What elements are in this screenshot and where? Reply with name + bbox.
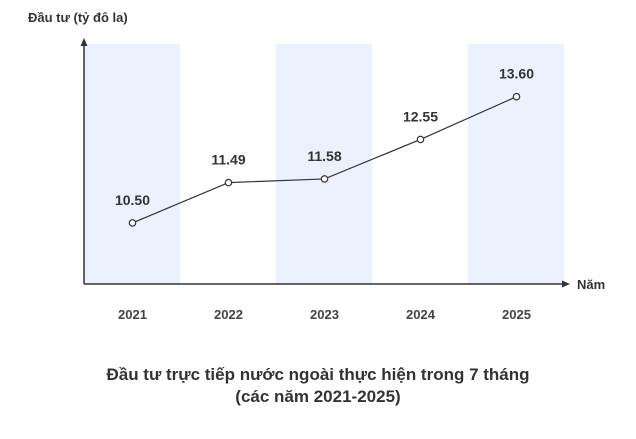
shaded-band-2023 bbox=[276, 44, 372, 284]
data-point-2024 bbox=[416, 135, 425, 144]
y-axis-arrow bbox=[80, 38, 88, 46]
x-axis-arrow bbox=[562, 280, 570, 288]
shaded-band-2025 bbox=[468, 44, 564, 284]
data-point-2022 bbox=[224, 178, 233, 187]
shaded-band-2021 bbox=[84, 44, 180, 284]
data-label: 11.49 bbox=[211, 152, 245, 168]
x-tick-label: 2022 bbox=[214, 307, 243, 322]
x-tick-label: 2025 bbox=[502, 307, 531, 322]
x-tick-label: 2024 bbox=[406, 307, 436, 322]
data-point-2023 bbox=[320, 175, 329, 183]
data-point-2021 bbox=[128, 219, 137, 227]
data-label: 10.50 bbox=[115, 192, 150, 208]
x-axis-label: Năm bbox=[577, 277, 605, 292]
chart-title: Đầu tư trực tiếp nước ngoài thực hiện tr… bbox=[106, 365, 530, 384]
data-label: 11.58 bbox=[307, 148, 341, 164]
x-tick-label: 2023 bbox=[310, 307, 339, 322]
data-label: 13.60 bbox=[499, 66, 534, 82]
x-tick-label: 2021 bbox=[118, 307, 147, 322]
y-axis-label: Đầu tư (tỷ đô la) bbox=[28, 10, 128, 25]
data-point-2025 bbox=[512, 92, 521, 101]
chart-subtitle: (các năm 2021-2025) bbox=[235, 387, 401, 406]
data-label: 12.55 bbox=[403, 108, 438, 124]
